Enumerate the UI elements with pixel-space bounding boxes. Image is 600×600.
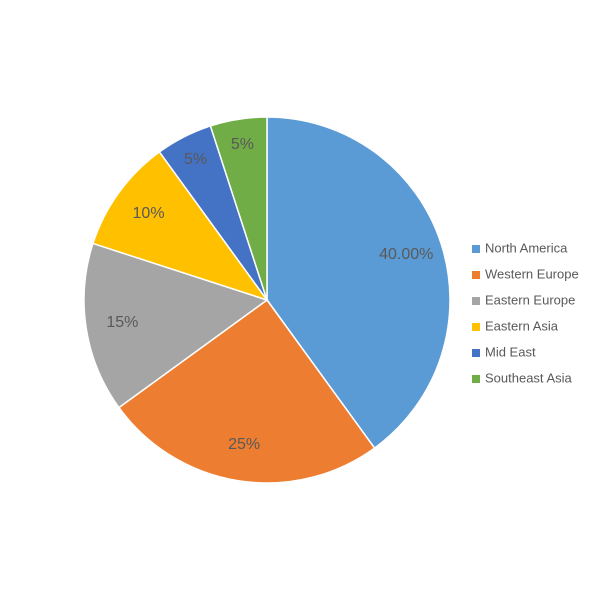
pie-slice	[266, 116, 451, 450]
pie-slice	[117, 298, 376, 484]
legend-label: Southeast Asia	[485, 370, 572, 385]
legend-swatch	[472, 375, 480, 383]
legend-swatch	[472, 349, 480, 357]
legend-label: Mid East	[485, 344, 536, 359]
legend-swatch	[472, 245, 480, 253]
legend-swatch	[472, 323, 480, 331]
legend-swatch	[472, 271, 480, 279]
data-label: 15%	[106, 314, 138, 331]
legend-swatch	[472, 297, 480, 305]
pie-slice	[209, 116, 268, 301]
pie-slice	[92, 150, 269, 302]
legend-label: Eastern Europe	[485, 292, 575, 307]
data-label: 5%	[184, 151, 207, 168]
data-label: 40.00%	[379, 246, 433, 263]
data-label: 25%	[228, 436, 260, 453]
legend-label: Western Europe	[485, 266, 579, 281]
pie-slice	[83, 242, 269, 409]
legend-label: Eastern Asia	[485, 318, 559, 333]
legend-label: North America	[485, 240, 568, 255]
data-label: 5%	[231, 136, 254, 153]
data-label: 10%	[133, 205, 165, 222]
